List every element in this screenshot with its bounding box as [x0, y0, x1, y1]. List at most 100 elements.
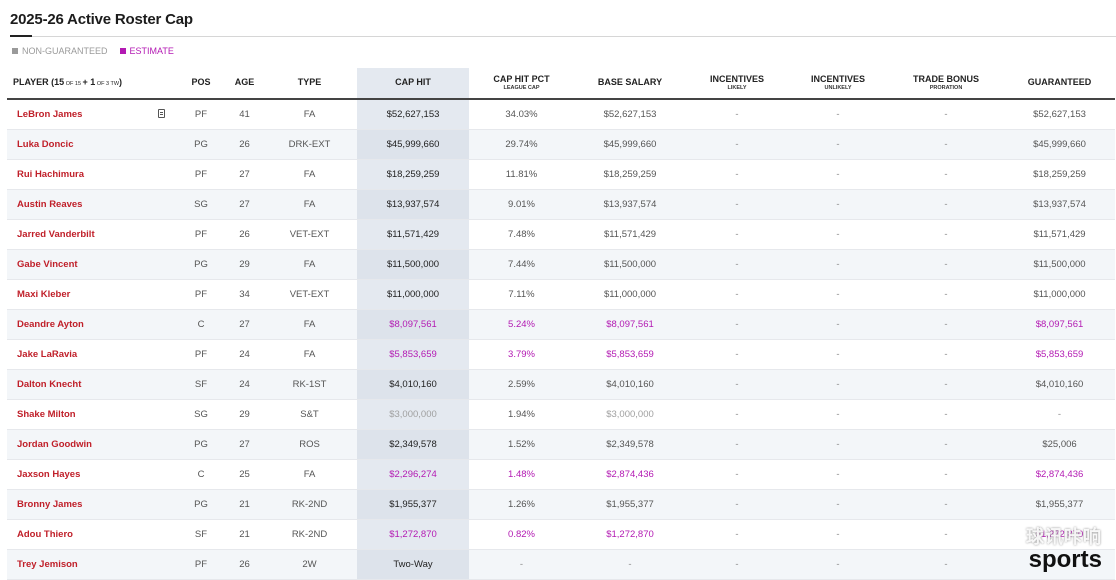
legend-estimate: ESTIMATE	[119, 46, 174, 56]
title-accent-line	[10, 35, 32, 37]
age-cell: 26	[227, 129, 262, 160]
incentives-likely-cell: -	[686, 219, 788, 250]
pos-cell: PG	[175, 429, 227, 460]
pos-cell: PF	[175, 339, 227, 370]
player-name-link[interactable]: Trey Jemison	[7, 549, 175, 580]
cap-hit-cell: $3,000,000	[357, 399, 469, 430]
pos-cell: PF	[175, 549, 227, 580]
cap-hit-pct-cell: 1.52%	[469, 429, 574, 460]
pos-cell: C	[175, 309, 227, 340]
player-name-link[interactable]: LeBron James	[7, 99, 175, 130]
incentives-likely-cell: -	[686, 99, 788, 130]
incentives-unlikely-cell: -	[788, 369, 888, 400]
roster-cap-table: PLAYER (15 OF 15 + 1 OF 3 TW) POS AGE TY…	[7, 68, 1115, 580]
table-row: LeBron James PF 41 FA $52,627,153 34.03% $52,6…	[7, 99, 1115, 130]
pos-cell: PF	[175, 159, 227, 190]
player-name-link[interactable]: Rui Hachimura	[7, 159, 175, 190]
table-row: Trey Jemison PF 26 2W Two-Way - - - - - -	[7, 549, 1115, 580]
cap-hit-pct-cell: 9.01%	[469, 189, 574, 220]
col-header-incentives-likely[interactable]: INCENTIVES LIKELY	[686, 68, 788, 100]
age-cell: 29	[227, 249, 262, 280]
incentives-likely-cell: -	[686, 459, 788, 490]
table-row: Rui Hachimura PF 27 FA $18,259,259 11.81% $18,…	[7, 159, 1115, 190]
player-name-link[interactable]: Jordan Goodwin	[7, 429, 175, 460]
table-row: Austin Reaves SG 27 FA $13,937,574 9.01% $13,9…	[7, 189, 1115, 220]
player-name-link[interactable]: Gabe Vincent	[7, 249, 175, 280]
cap-hit-pct-cell: 7.44%	[469, 249, 574, 280]
player-name-link[interactable]: Jaxson Hayes	[7, 459, 175, 490]
contract-notes-icon[interactable]	[158, 109, 165, 118]
player-name-link[interactable]: Shake Milton	[7, 399, 175, 430]
cap-hit-cell: $8,097,561	[357, 309, 469, 340]
pos-cell: PF	[175, 99, 227, 130]
player-name-link[interactable]: Austin Reaves	[7, 189, 175, 220]
type-cell: FA	[262, 99, 357, 130]
base-salary-cell: $18,259,259	[574, 159, 686, 190]
age-cell: 24	[227, 369, 262, 400]
col-header-base-salary[interactable]: BASE SALARY	[574, 68, 686, 100]
player-name-link[interactable]: Adou Thiero	[7, 519, 175, 550]
trade-bonus-cell: -	[888, 99, 1004, 130]
age-cell: 24	[227, 339, 262, 370]
cap-hit-pct-cell: 2.59%	[469, 369, 574, 400]
base-salary-cell: $52,627,153	[574, 99, 686, 130]
player-name-link[interactable]: Bronny James	[7, 489, 175, 520]
table-body: LeBron James PF 41 FA $52,627,153 34.03% $52,6…	[7, 99, 1115, 580]
age-cell: 26	[227, 219, 262, 250]
player-name-link[interactable]: Maxi Kleber	[7, 279, 175, 310]
watermark-cn: 球讯咔响	[1026, 527, 1102, 547]
estimate-swatch	[119, 48, 126, 54]
age-cell: 27	[227, 189, 262, 220]
col-header-age[interactable]: AGE	[227, 68, 262, 100]
cap-hit-pct-cell: 0.82%	[469, 519, 574, 550]
incentives-likely-cell: -	[686, 549, 788, 580]
type-cell: FA	[262, 249, 357, 280]
legend-non-guaranteed: NON-GUARANTEED	[12, 46, 108, 56]
cap-hit-pct-cell: 5.24%	[469, 309, 574, 340]
player-name-link[interactable]: Deandre Ayton	[7, 309, 175, 340]
incentives-likely-cell: -	[686, 249, 788, 280]
incentives-unlikely-cell: -	[788, 189, 888, 220]
table-row: Dalton Knecht SF 24 RK-1ST $4,010,160 2.59% $4…	[7, 369, 1115, 400]
age-cell: 34	[227, 279, 262, 310]
player-name-link[interactable]: Luka Doncic	[7, 129, 175, 160]
trade-bonus-cell: -	[888, 489, 1004, 520]
type-cell: FA	[262, 339, 357, 370]
trade-bonus-cell: -	[888, 519, 1004, 550]
cap-hit-pct-cell: 1.26%	[469, 489, 574, 520]
type-cell: VET-EXT	[262, 219, 357, 250]
cap-hit-cell: $52,627,153	[357, 99, 469, 130]
player-name-link[interactable]: Jarred Vanderbilt	[7, 219, 175, 250]
player-name-link[interactable]: Dalton Knecht	[7, 369, 175, 400]
cap-hit-cell: $2,349,578	[357, 429, 469, 460]
incentives-unlikely-cell: -	[788, 219, 888, 250]
title-divider	[32, 36, 1116, 37]
cap-hit-cell: Two-Way	[357, 549, 469, 580]
col-header-guaranteed[interactable]: GUARANTEED	[1004, 68, 1115, 100]
col-header-cap-hit-pct[interactable]: CAP HIT PCT LEAGUE CAP	[469, 68, 574, 100]
non-guaranteed-swatch	[12, 48, 18, 54]
col-header-type[interactable]: TYPE	[262, 68, 357, 100]
watermark-logo: 球讯咔响 sports	[1026, 523, 1102, 572]
col-header-trade-bonus[interactable]: TRADE BONUS PRORATION	[888, 68, 1004, 100]
player-name-link[interactable]: Jake LaRavia	[7, 339, 175, 370]
cap-hit-cell: $45,999,660	[357, 129, 469, 160]
incentives-unlikely-cell: -	[788, 459, 888, 490]
incentives-likely-cell: -	[686, 339, 788, 370]
base-salary-cell: $1,272,870	[574, 519, 686, 550]
table-row: Shake Milton SG 29 S&T $3,000,000 1.94% $3,000…	[7, 399, 1115, 430]
guaranteed-cell: $13,937,574	[1004, 189, 1115, 220]
cap-hit-pct-cell: 34.03%	[469, 99, 574, 130]
cap-hit-cell: $1,955,377	[357, 489, 469, 520]
col-header-incentives-unlikely[interactable]: INCENTIVES UNLIKELY	[788, 68, 888, 100]
col-header-pos[interactable]: POS	[175, 68, 227, 100]
base-salary-cell: $45,999,660	[574, 129, 686, 160]
table-row: Luka Doncic PG 26 DRK-EXT $45,999,660 29.74% $…	[7, 129, 1115, 160]
base-salary-cell: $8,097,561	[574, 309, 686, 340]
type-cell: FA	[262, 309, 357, 340]
col-header-cap-hit[interactable]: CAP HIT	[357, 68, 469, 100]
col-header-player[interactable]: PLAYER (15 OF 15 + 1 OF 3 TW)	[7, 68, 175, 100]
pos-cell: C	[175, 459, 227, 490]
age-cell: 27	[227, 159, 262, 190]
table-row: Gabe Vincent PG 29 FA $11,500,000 7.44% $11,50…	[7, 249, 1115, 280]
